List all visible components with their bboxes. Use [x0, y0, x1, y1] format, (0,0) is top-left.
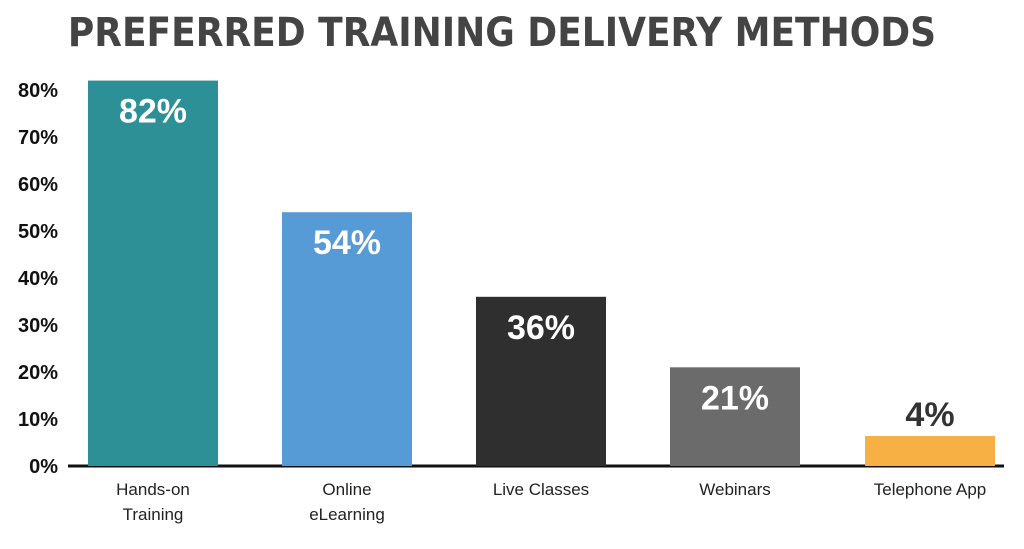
y-tick-label: 70% [18, 127, 58, 149]
category-label: Training [123, 505, 184, 524]
bar [670, 367, 800, 466]
bar [865, 436, 995, 466]
category-label: Telephone App [874, 480, 987, 499]
category-labels-group: Hands-on Training Online eLearning Live Clas… [116, 480, 986, 524]
y-tick-label: 40% [18, 268, 58, 290]
bar-value-label: 21% [701, 379, 769, 417]
category-label: Webinars [699, 480, 771, 499]
chart-title: PREFERRED TRAINING DELIVERY METHODS [68, 10, 936, 56]
y-tick-label: 80% [18, 80, 58, 102]
bar-value-label: 82% [119, 93, 187, 131]
bar-value-label: 4% [905, 396, 954, 434]
y-tick-label: 50% [18, 221, 58, 243]
y-tick-label: 0% [29, 456, 58, 478]
y-axis-ticks: 0% 10% 20% 30% 40% 50% 60% 70% 80% [18, 80, 58, 478]
bar [88, 80, 218, 466]
value-labels-group: 82% 54% 36% 21% 4% [119, 93, 955, 434]
bar [282, 212, 412, 466]
y-tick-label: 20% [18, 362, 58, 384]
category-label: Hands-on [116, 480, 190, 499]
bar-value-label: 36% [507, 309, 575, 347]
bars-group [88, 80, 995, 466]
y-tick-label: 30% [18, 315, 58, 337]
bar [476, 296, 606, 466]
category-label: eLearning [309, 505, 385, 524]
category-label: Live Classes [493, 480, 589, 499]
y-tick-label: 60% [18, 174, 58, 196]
y-tick-label: 10% [18, 409, 58, 431]
bar-value-label: 54% [313, 224, 381, 262]
category-label: Online [322, 480, 371, 499]
